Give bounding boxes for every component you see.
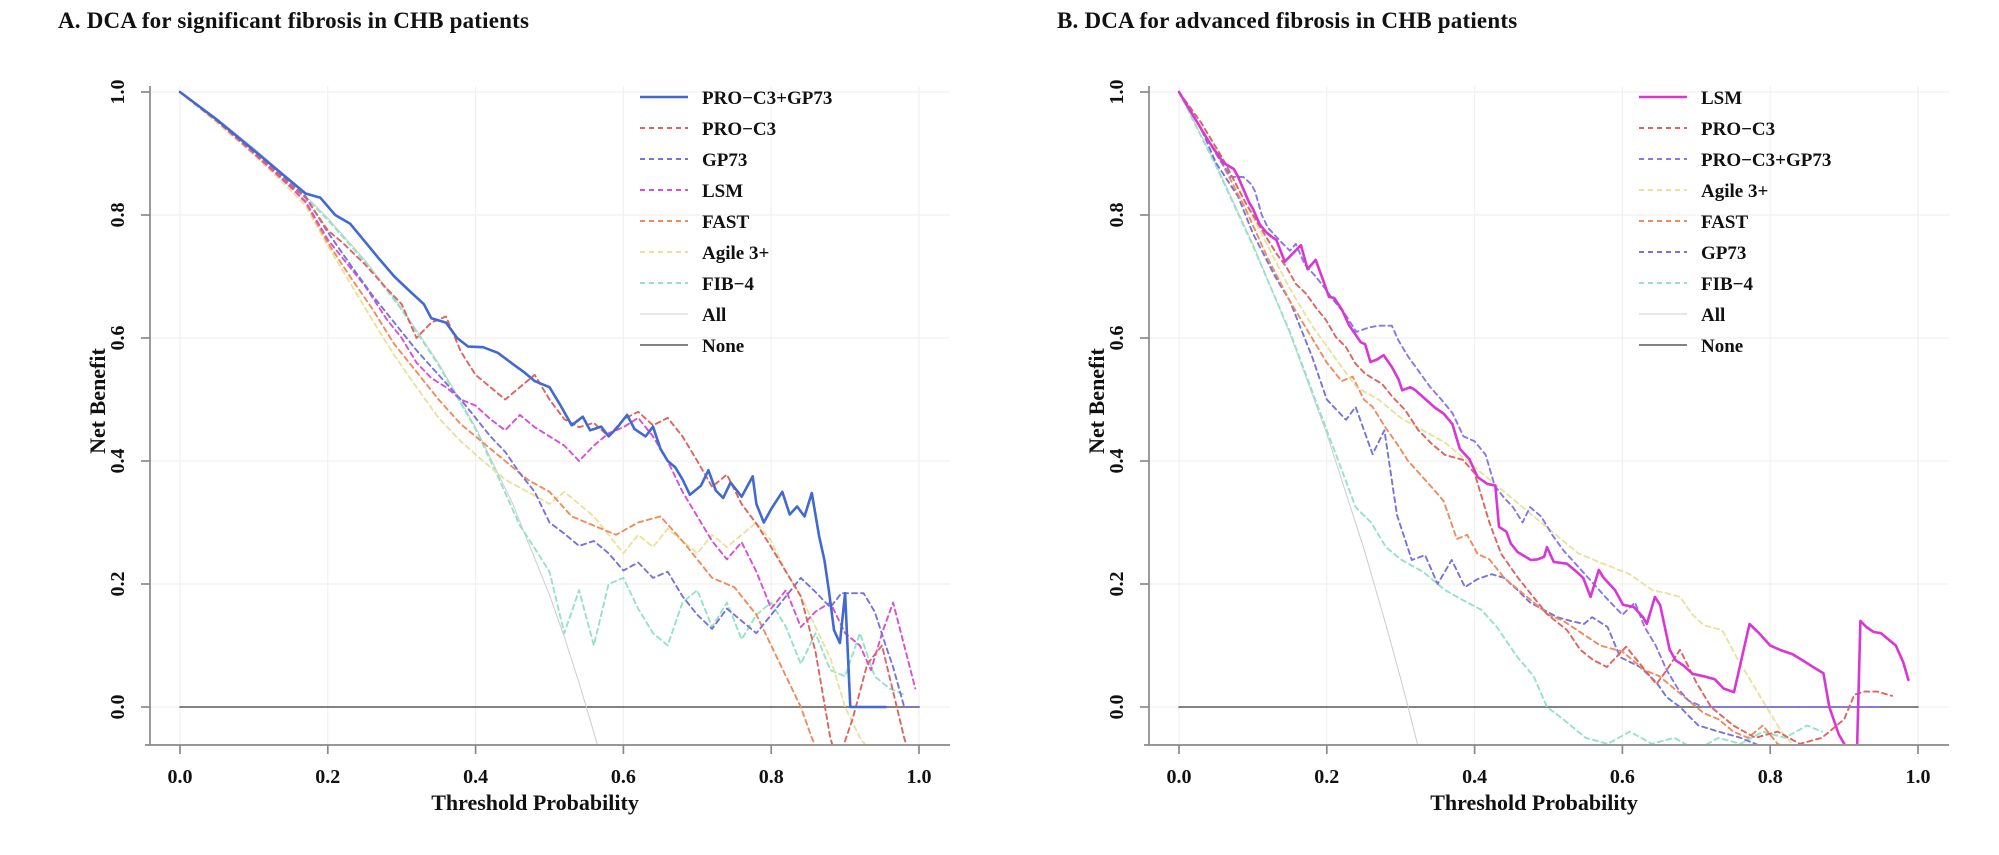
x-tick-label: 0.0: [1167, 766, 1192, 788]
legend-label: PRO−C3+GP73: [1701, 150, 1831, 171]
x-tick-label: 0.0: [168, 766, 193, 788]
y-tick-label: 1.0: [1106, 80, 1128, 105]
y-tick-label: 0.4: [1106, 449, 1128, 474]
tick-labels: 0.0 0.2 0.4 0.6 0.8 1.0 0.0 0.2 0.4 0.6 0.8 1.0: [1106, 80, 1931, 789]
x-tick-label: 0.4: [1462, 766, 1487, 788]
curve-PRO−C3+GP73: [178, 90, 888, 709]
x-tick-label: 0.4: [463, 766, 488, 788]
legend-label: None: [702, 336, 744, 357]
panel-b-plot: 0.0 0.2 0.4 0.6 0.8 1.0 0.0 0.2 0.4 0.6 0.8 1.0 LSM P…: [1106, 80, 1949, 789]
x-tick-label: 0.8: [1758, 766, 1783, 788]
gridlines: [150, 86, 950, 745]
x-tick-label: 0.2: [315, 766, 340, 788]
curve-GP73: [179, 91, 920, 708]
legend-label: PRO−C3: [702, 119, 776, 140]
curve-FAST: [179, 91, 816, 744]
y-tick-label: 0.8: [107, 203, 129, 228]
legend-label: LSM: [1701, 88, 1742, 109]
curve-FIB−4: [179, 91, 906, 696]
panel-b-title: B. DCA for advanced fibrosis in CHB pati…: [1057, 8, 1518, 33]
legend-label: PRO−C3+GP73: [702, 88, 832, 109]
legend-label: Agile 3+: [1701, 181, 1768, 202]
panel-a-title: A. DCA for significant fibrosis in CHB p…: [58, 8, 530, 33]
legend-label: FAST: [1701, 212, 1748, 233]
y-tick-label: 0.0: [107, 695, 129, 720]
x-tick-label: 0.2: [1314, 766, 1339, 788]
legend-label: PRO−C3: [1701, 119, 1775, 140]
legend: LSM PRO−C3 PRO−C3+GP73 Agile 3+ FAST GP73 FIB−…: [1639, 88, 1831, 357]
legend: PRO−C3+GP73 PRO−C3 GP73 LSM FAST Agile 3+ FIB−…: [640, 88, 832, 357]
curves: [178, 90, 920, 744]
y-tick-label: 0.0: [1106, 695, 1128, 720]
y-tick-label: 0.6: [107, 326, 129, 351]
curve-LSM: [179, 91, 917, 690]
panel-a: A. DCA for significant fibrosis in CHB p…: [58, 8, 950, 815]
legend-label: GP73: [702, 150, 747, 171]
panel-a-x-axis-label: Threshold Probability: [431, 790, 639, 815]
legend-label: LSM: [702, 181, 743, 202]
x-tick-label: 0.6: [611, 766, 636, 788]
curve-Agile 3+: [1178, 91, 1794, 744]
y-tick-label: 0.2: [1106, 572, 1128, 597]
curve-GP73: [1178, 91, 1759, 744]
curve-All: [179, 91, 598, 744]
y-tick-label: 0.8: [1106, 203, 1128, 228]
x-tick-label: 0.6: [1610, 766, 1635, 788]
x-tick-label: 0.8: [759, 766, 784, 788]
curve-PRO−C3: [1178, 91, 1894, 744]
legend-label: GP73: [1701, 243, 1746, 264]
panel-a-plot: 0.0 0.2 0.4 0.6 0.8 1.0 0.0 0.2 0.4 0.6 0.8 1.0 PRO−…: [107, 80, 950, 789]
axes: [141, 86, 950, 754]
axes: [1140, 86, 1949, 754]
curve-FIB−4: [1178, 91, 1823, 744]
legend-label: All: [702, 305, 726, 326]
gridlines: [1149, 86, 1949, 745]
tick-labels: 0.0 0.2 0.4 0.6 0.8 1.0 0.0 0.2 0.4 0.6 0.8 1.0: [107, 80, 932, 789]
curve-FAST: [1178, 91, 1781, 744]
legend-label: FIB−4: [1701, 274, 1753, 295]
y-tick-label: 0.6: [1106, 326, 1128, 351]
curve-PRO−C3+GP73: [1178, 91, 1882, 708]
curves: [1177, 90, 1919, 744]
y-tick-label: 1.0: [107, 80, 129, 105]
legend-label: Agile 3+: [702, 243, 769, 264]
panel-b-x-axis-label: Threshold Probability: [1430, 790, 1638, 815]
legend-label: FIB−4: [702, 274, 754, 295]
curve-LSM: [1177, 90, 1910, 744]
x-tick-label: 1.0: [907, 766, 932, 788]
panel-b: B. DCA for advanced fibrosis in CHB pati…: [999, 0, 1999, 855]
legend-label: None: [1701, 336, 1743, 357]
legend-label: FAST: [702, 212, 749, 233]
y-tick-label: 0.4: [107, 449, 129, 474]
legend-label: All: [1701, 305, 1725, 326]
y-tick-label: 0.2: [107, 572, 129, 597]
x-tick-label: 1.0: [1906, 766, 1931, 788]
